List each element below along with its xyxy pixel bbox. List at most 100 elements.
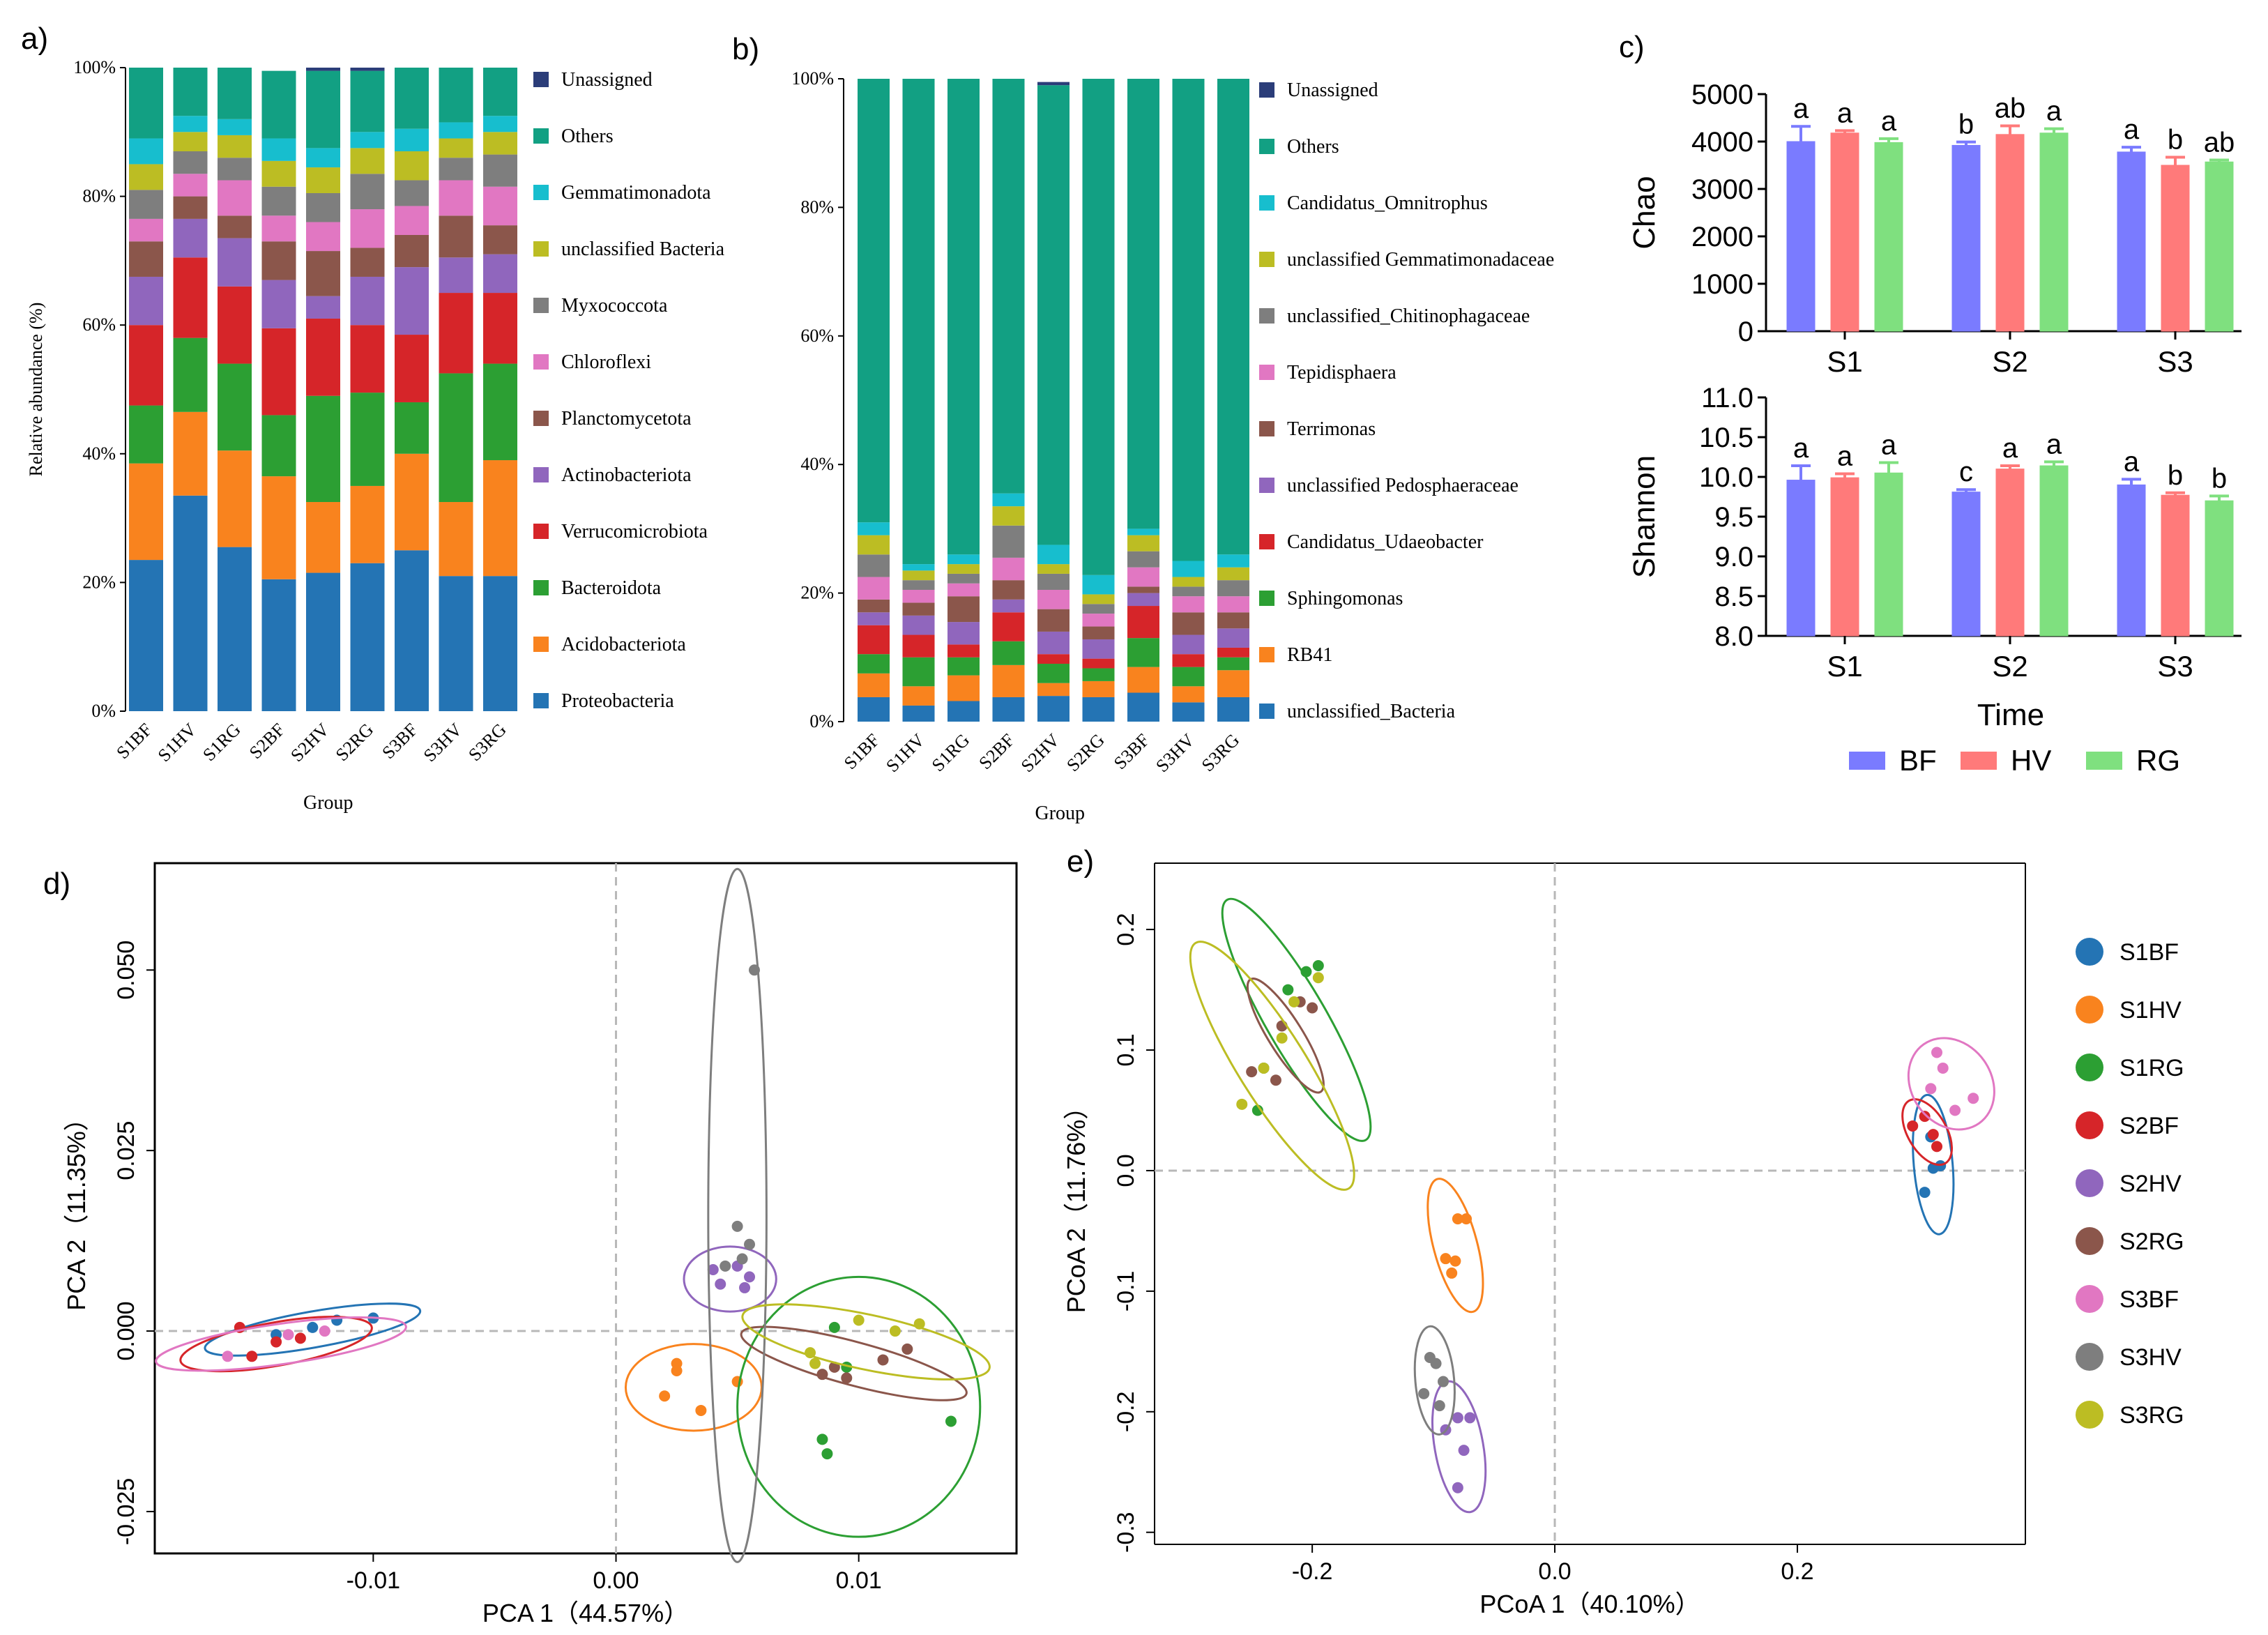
point-S3RG [809, 1358, 821, 1369]
legend-swatch [533, 693, 549, 708]
x-tick-label: S3RG [1198, 730, 1243, 775]
bar-segment-Bacteroidota [483, 363, 517, 461]
point-S3BF [1949, 1104, 1961, 1116]
bar-segment-unclassified_Pedosphaeraceae [992, 599, 1025, 613]
point-S2BF [1931, 1141, 1943, 1153]
confidence-ellipse-S2HV [1431, 1380, 1487, 1514]
point-S1HV [1446, 1267, 1458, 1279]
y-tick-label: -0.1 [1113, 1271, 1139, 1312]
significance-letter: a [2046, 96, 2062, 127]
y-tick-label: 2000 [1691, 222, 1753, 252]
bar-segment-Candidatus_Udaeobacter [1037, 654, 1070, 664]
y-tick-label: 80% [82, 186, 116, 206]
legend-label: Bacteroidota [561, 577, 662, 599]
legend-swatch [1259, 82, 1274, 98]
y-tick-label: 0.050 [113, 941, 139, 1000]
bar-segment-Others [350, 70, 385, 132]
legend-marker-S3HV [2076, 1343, 2103, 1371]
y-tick-label: 0 [1738, 317, 1753, 347]
bar-segment-unclassified_Gemmatimonadaceae [902, 570, 935, 581]
point-S1RG [1312, 959, 1324, 971]
bar-segment-Sphingomonas [1127, 638, 1159, 667]
panel-label-b: b) [732, 32, 759, 66]
bar-segment-Others [439, 68, 473, 123]
bar-segment-Sphingomonas [947, 657, 980, 676]
bar-segment-Proteobacteria [173, 495, 208, 711]
bar-BF-S3 [2117, 484, 2146, 637]
bar-segment-unclassified_Bacteria [1127, 692, 1159, 722]
bar-segment-unclassified_Bacteria [902, 705, 935, 722]
bar-segment-Tepidisphaera [947, 583, 980, 597]
point-S2HV [1458, 1445, 1470, 1457]
bar-segment-Myxococcota [261, 186, 296, 216]
point-S3HV [748, 964, 760, 976]
point-S3HV [731, 1220, 743, 1232]
bar-segment-Sphingomonas [902, 657, 935, 687]
significance-letter: a [2046, 429, 2062, 459]
legend-swatch [533, 411, 549, 426]
bar-segment-RB41 [1037, 683, 1070, 697]
bar-segment-Planctomycetota [350, 248, 385, 277]
confidence-ellipse-S1HV [1426, 1178, 1484, 1314]
bar-segment-RB41 [1082, 680, 1115, 697]
y-tick-label: 100% [73, 57, 116, 77]
bar-segment-RB41 [947, 675, 980, 701]
significance-letter: b [1958, 109, 1974, 140]
bar-BF-S1 [1786, 141, 1816, 332]
bar-segment-Acidobacteriota [306, 502, 340, 573]
y-tick-label: 8.0 [1714, 621, 1753, 652]
bar-segment-Gemmatimonadota [306, 148, 340, 168]
legend-label: Verrucomicrobiota [561, 521, 708, 542]
point-S2BF [294, 1332, 306, 1344]
confidence-ellipse-S1RG [1221, 897, 1372, 1142]
bar-segment-unclassified_Bacteria [261, 160, 296, 187]
bar-segment-Actinobacteriota [261, 280, 296, 328]
legend-label: S2HV [2119, 1171, 2182, 1197]
bar-segment-Others [1037, 85, 1070, 545]
bar-segment-Tepidisphaera [1037, 589, 1070, 609]
legend-marker-S1HV [2076, 996, 2103, 1024]
bar-segment-Actinobacteriota [395, 267, 429, 335]
bar-segment-Verrucomicrobiota [173, 257, 208, 338]
legend-label: S3RG [2119, 1402, 2184, 1429]
bar-segment-Actinobacteriota [306, 296, 340, 319]
x-tick-label: S2BF [975, 730, 1018, 773]
bar-segment-Verrucomicrobiota [350, 325, 385, 393]
point-S1RG [1282, 984, 1294, 996]
bar-segment-RB41 [1217, 670, 1249, 697]
legend-label: unclassified Pedosphaeraceae [1287, 475, 1519, 496]
point-S2RG [841, 1372, 853, 1384]
bar-segment-unclassified_Pedosphaeraceae [947, 622, 980, 645]
significance-letter: ab [1995, 93, 2026, 124]
point-S1RG [816, 1434, 828, 1445]
bar-segment-Candidatus_Udaeobacter [1127, 606, 1159, 639]
panel-label-e: e) [1067, 844, 1094, 879]
legend-swatch [1259, 252, 1274, 267]
bar-segment-Acidobacteriota [218, 450, 252, 547]
point-S2RG [1246, 1066, 1258, 1078]
y-tick-label: 11.0 [1701, 383, 1753, 413]
legend-label: Proteobacteria [561, 690, 674, 712]
bar-segment-Candidatus_Udaeobacter [902, 634, 935, 657]
significance-letter: b [2168, 124, 2183, 155]
legend-swatch [533, 72, 549, 87]
bar-segment-Planctomycetota [129, 241, 163, 277]
point-S1HV [1461, 1213, 1472, 1225]
point-S2BF [246, 1351, 258, 1362]
x-axis-title: Group [1035, 803, 1085, 824]
panel-e: -0.2 0.0 0.2 -0.3 -0.2 -0.1 0.0 0.1 0.2 PCoA 1（40… [1062, 862, 2184, 1618]
y-tick-label: 20% [800, 583, 834, 603]
y-tick-label: -0.025 [113, 1478, 139, 1545]
significance-letter: b [2168, 460, 2183, 491]
bar-segment-Planctomycetota [261, 241, 296, 280]
significance-letter: b [2212, 463, 2227, 494]
x-tick-label: S3RG [464, 720, 510, 765]
bar-segment-Verrucomicrobiota [483, 293, 517, 364]
bar-segment-unclassified_Bacteria [218, 135, 252, 158]
confidence-ellipse-S3BF [1907, 1037, 1995, 1131]
legend-swatch [533, 241, 549, 257]
legend-label: S1BF [2119, 939, 2179, 966]
bar-segment-unclassified_Gemmatimonadaceae [992, 506, 1025, 526]
bar-segment-Others [173, 68, 208, 116]
bar-segment-Bacteroidota [261, 415, 296, 477]
